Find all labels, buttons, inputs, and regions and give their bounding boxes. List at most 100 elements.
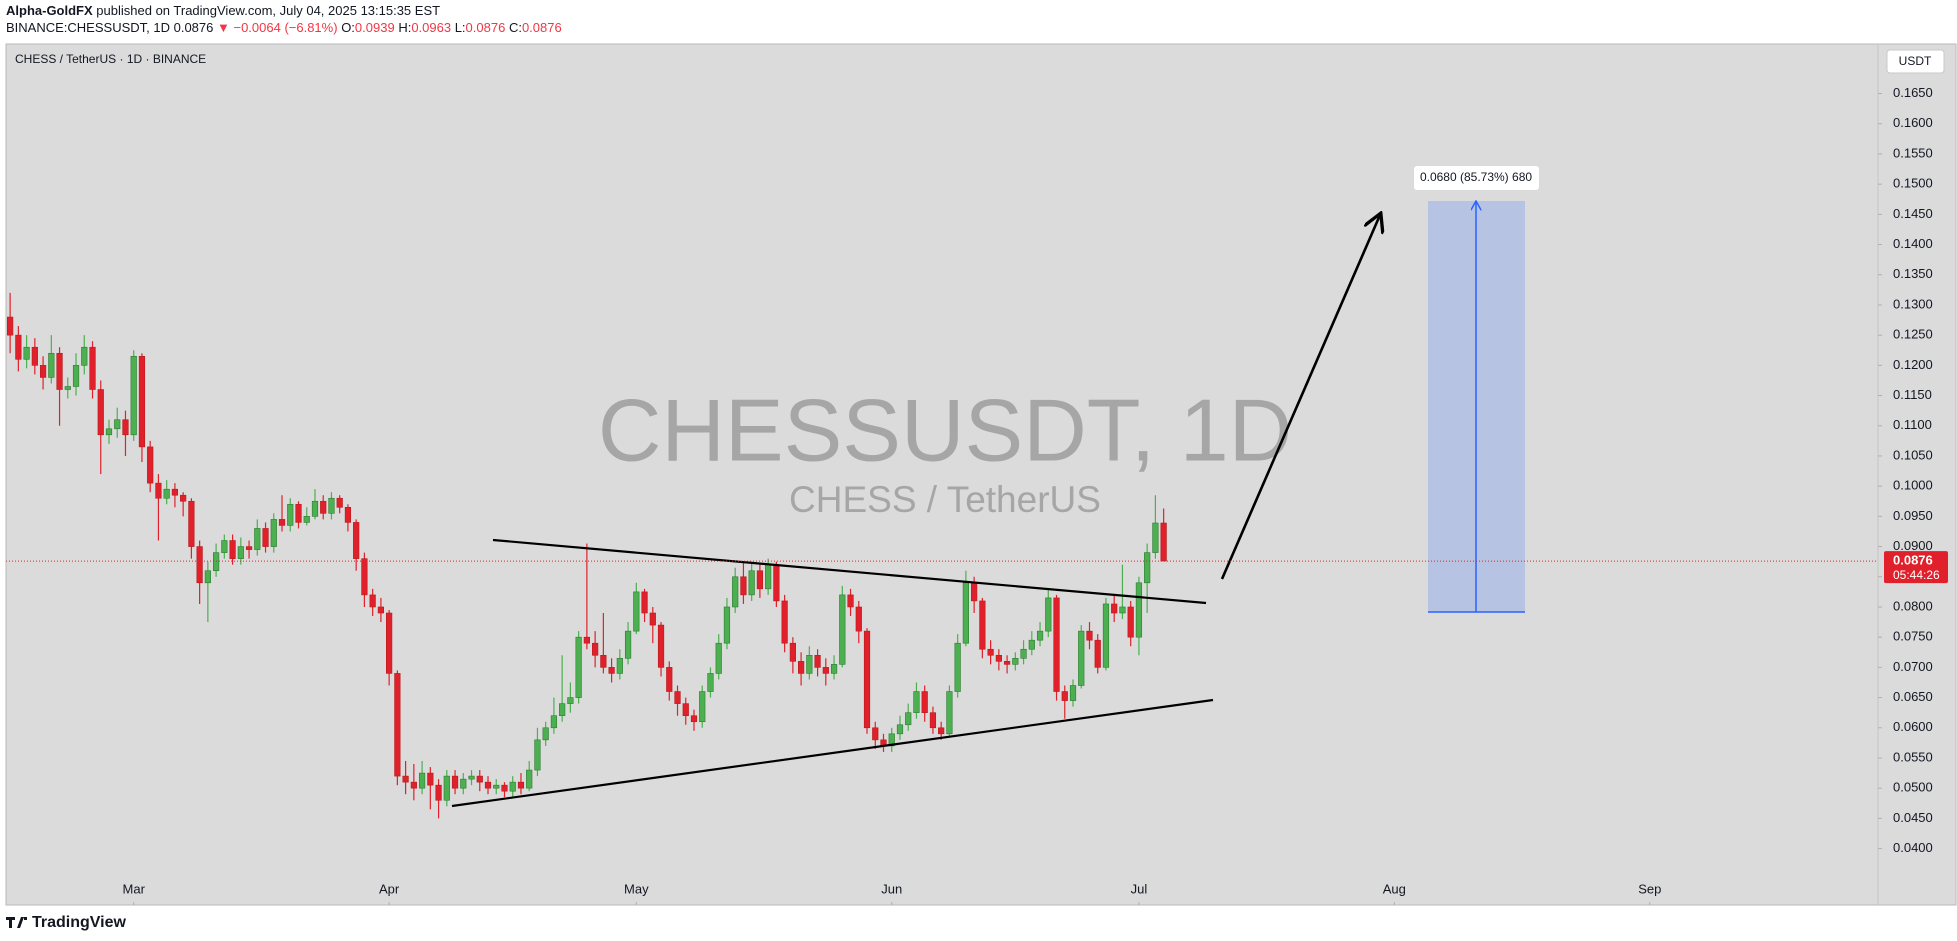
x-tick-label: Jul: [1131, 881, 1148, 896]
last: 0.0876: [174, 20, 214, 35]
candle-body: [798, 661, 805, 674]
x-tick-label: Aug: [1383, 881, 1406, 896]
brand: TradingView: [32, 914, 127, 931]
candle-body: [262, 528, 269, 547]
candle-body: [1061, 691, 1068, 701]
y-tick-label: 0.0600: [1893, 719, 1933, 734]
candle-body: [690, 715, 698, 723]
chart-title: CHESS / TetherUS · 1D · BINANCE: [15, 52, 206, 66]
candle-body: [583, 636, 590, 644]
y-tick-label: 0.1450: [1893, 206, 1933, 221]
candle-body: [575, 636, 582, 698]
h-value: 0.0963: [411, 20, 451, 35]
candle-body: [633, 591, 640, 632]
y-tick-label: 0.0450: [1893, 810, 1933, 825]
y-tick-label: 0.0700: [1893, 659, 1933, 674]
candle-body: [641, 591, 648, 614]
candle-body: [501, 784, 508, 792]
candle-body: [534, 739, 541, 771]
candle-body: [138, 355, 146, 448]
candle-body: [320, 500, 327, 514]
candle-body: [929, 712, 937, 729]
o-value: 0.0939: [355, 20, 395, 35]
candle-body: [732, 576, 739, 608]
symbol: BINANCE:CHESSUSDT, 1D: [6, 20, 170, 35]
candle-body: [987, 648, 994, 656]
candle-body: [517, 781, 525, 789]
candle-body: [229, 540, 236, 559]
candle-body: [72, 365, 80, 387]
candle-body: [995, 654, 1002, 662]
candle-body: [723, 606, 731, 644]
candle-body: [344, 507, 352, 523]
h-label: H:: [398, 20, 411, 35]
candle-body: [303, 516, 310, 523]
y-tick-label: 0.1200: [1893, 357, 1933, 372]
candle-body: [7, 316, 14, 336]
candle-body: [180, 494, 187, 502]
candle-body: [1102, 603, 1110, 668]
y-tick-label: 0.0400: [1893, 840, 1933, 855]
candle-body: [386, 612, 393, 674]
candle-body: [443, 775, 450, 801]
candle-body: [1012, 658, 1019, 665]
candle-body: [1144, 552, 1151, 584]
publish-line: Alpha-GoldFX published on TradingView.co…: [6, 3, 440, 18]
candle-body: [863, 630, 871, 729]
candles: [7, 292, 1167, 819]
currency[interactable]: USDT: [1899, 54, 1932, 68]
candle-body: [666, 667, 673, 692]
candle-body: [369, 594, 376, 608]
candle-body: [402, 775, 409, 783]
candle-body: [1127, 606, 1134, 638]
candle-body: [509, 781, 516, 792]
candle-body: [476, 775, 483, 783]
y-tick-label: 0.1250: [1893, 327, 1933, 342]
l-value: 0.0876: [466, 20, 506, 35]
projection-arrow: [1220, 215, 1380, 580]
candle-body: [616, 658, 623, 674]
candle-body: [48, 352, 55, 378]
candle-body: [592, 642, 599, 656]
y-tick-label: 0.0750: [1893, 629, 1933, 644]
candle-body: [855, 606, 862, 632]
candle-body: [773, 564, 780, 602]
candle-body: [1135, 582, 1143, 638]
candle-body: [89, 346, 96, 390]
candle-body: [188, 500, 195, 547]
candle-body: [707, 673, 714, 692]
candle-body: [451, 775, 459, 789]
candle-body: [567, 697, 574, 704]
candle-body: [1086, 630, 1093, 641]
candle-body: [979, 600, 986, 650]
candle-body: [311, 500, 319, 517]
legend-line: BINANCE:CHESSUSDT, 1D 0.0876 ▼ −0.0064 (…: [6, 20, 562, 35]
candle-body: [287, 503, 294, 526]
last-price-label: 0.0876: [1893, 553, 1933, 568]
candle-body: [1119, 606, 1126, 614]
candle-body: [814, 654, 821, 668]
candle-body: [147, 446, 154, 484]
x-tick-label: May: [624, 881, 649, 896]
candle-body: [1036, 630, 1044, 641]
candle-body: [946, 691, 953, 735]
candle-body: [418, 772, 426, 789]
candle-body: [822, 667, 829, 674]
candle-body: [353, 522, 360, 559]
candle-body: [468, 775, 475, 780]
candle-body: [361, 558, 368, 596]
candle-body: [830, 664, 838, 674]
candle-body: [377, 606, 384, 614]
candle-body: [237, 546, 244, 559]
candle-body: [674, 691, 681, 704]
o-label: O:: [341, 20, 355, 35]
candle-body: [748, 570, 755, 596]
candle-body: [1028, 639, 1035, 650]
currency-button[interactable]: [1886, 49, 1945, 74]
candle-body: [23, 346, 30, 360]
candle-body: [756, 570, 764, 590]
publisher: Alpha-GoldFX: [6, 3, 93, 18]
candle-body: [699, 691, 706, 723]
x-tick-label: Apr: [379, 881, 400, 896]
candle-body: [781, 600, 788, 644]
